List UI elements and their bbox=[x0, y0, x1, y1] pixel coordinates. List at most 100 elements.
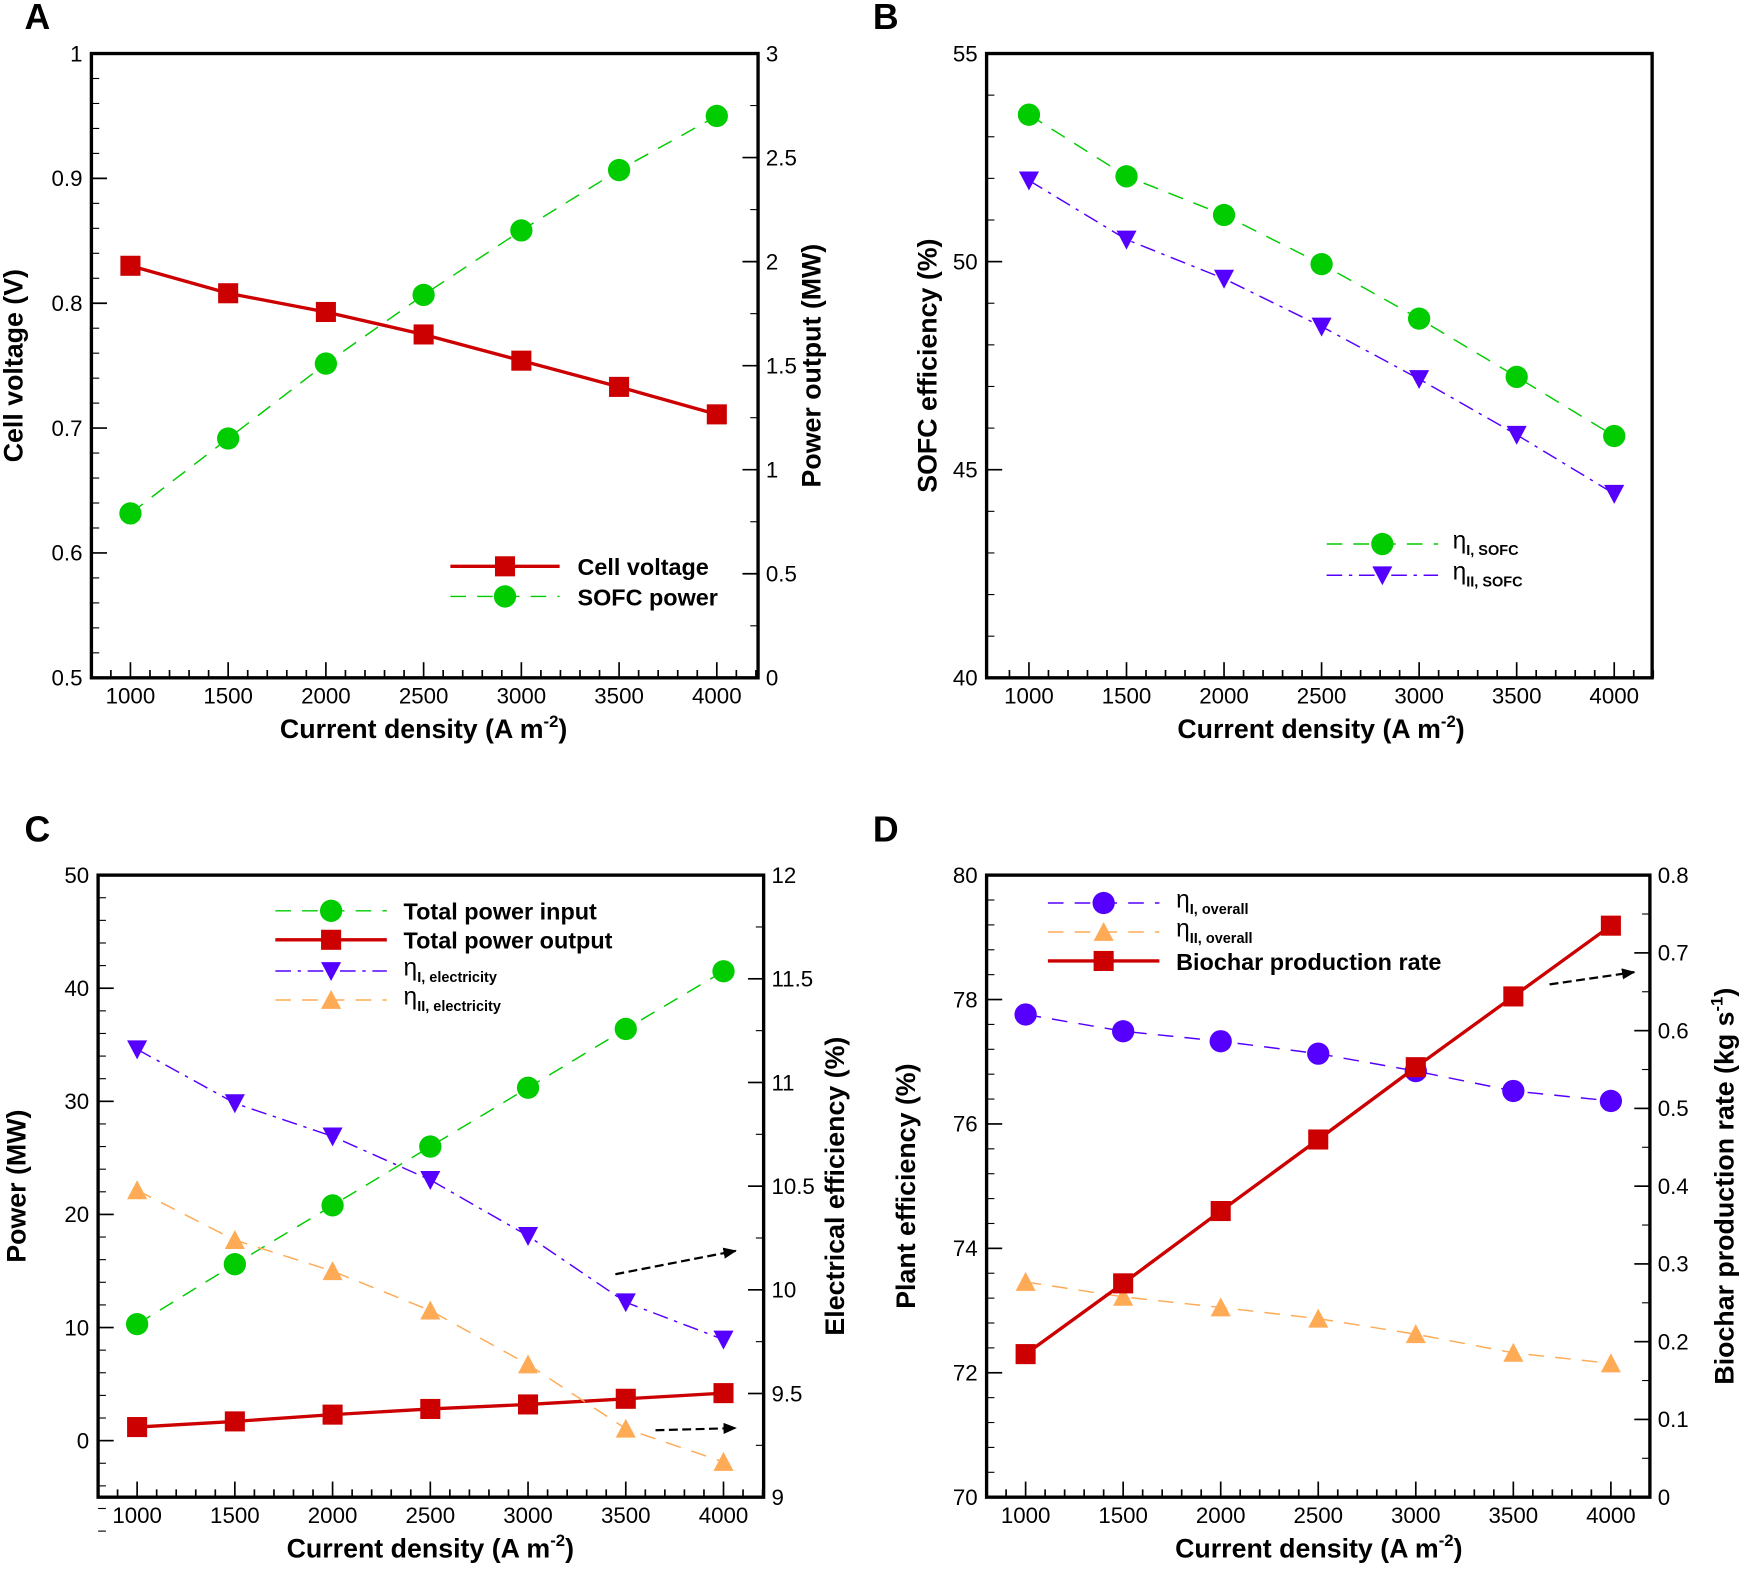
data-point bbox=[607, 158, 631, 182]
legend-label-sub: I, overall bbox=[1190, 902, 1249, 918]
y2-tick-label: 0.3 bbox=[1658, 1252, 1689, 1277]
data-point bbox=[1308, 1308, 1329, 1328]
legend-marker bbox=[319, 899, 343, 922]
x-axis-title-end: ) bbox=[1454, 1533, 1463, 1563]
annotation-arrow bbox=[1549, 968, 1636, 986]
data-point bbox=[1405, 1324, 1426, 1344]
y2-axis-title: Electrical efficiency (%) bbox=[820, 1037, 850, 1336]
x-axis-title-sup: -2 bbox=[1439, 1531, 1454, 1550]
x-tick-label: 2000 bbox=[1199, 683, 1249, 708]
y2-tick-label: 10.5 bbox=[771, 1174, 814, 1199]
y2-tick-label: 0 bbox=[1658, 1485, 1670, 1510]
panel-letter: D bbox=[873, 810, 899, 850]
data-point bbox=[712, 960, 735, 983]
data-point bbox=[322, 1127, 343, 1147]
panel-letter: A bbox=[25, 0, 51, 37]
data-point bbox=[322, 1404, 343, 1425]
y-tick-label: 76 bbox=[953, 1112, 978, 1137]
x-axis-title-sup: -2 bbox=[550, 1531, 565, 1550]
x-tick-label: 3500 bbox=[594, 683, 644, 708]
y2-tick-label: 10 bbox=[771, 1278, 796, 1303]
y2-tick-label: 1 bbox=[766, 458, 778, 483]
data-point bbox=[706, 404, 727, 425]
data-point bbox=[510, 219, 533, 242]
data-point bbox=[420, 1171, 441, 1190]
x-tick-label: 2500 bbox=[406, 1503, 456, 1528]
legend-marker bbox=[493, 585, 517, 608]
data-point bbox=[1212, 203, 1236, 227]
legend-marker bbox=[1372, 566, 1393, 586]
data-point bbox=[1502, 1079, 1525, 1103]
panel-letter: C bbox=[25, 810, 51, 850]
y-axis-title: Plant efficiency (%) bbox=[891, 1064, 921, 1309]
series-eta-ii-sofc bbox=[1018, 171, 1625, 504]
data-point bbox=[1409, 370, 1430, 390]
x-tick-label: 4000 bbox=[692, 683, 742, 708]
data-point bbox=[518, 1394, 539, 1415]
data-point bbox=[223, 1253, 246, 1276]
y2-tick-label: 0.5 bbox=[1658, 1096, 1689, 1121]
plot-frame bbox=[89, 51, 760, 680]
data-point bbox=[615, 1388, 636, 1409]
legend-label-eta: η bbox=[1176, 886, 1190, 913]
series-eta-ii-electricity bbox=[127, 1180, 734, 1471]
legend-entry: SOFC power bbox=[450, 584, 718, 610]
y2-tick-label: 0.5 bbox=[766, 562, 797, 587]
y-tick-label: 72 bbox=[953, 1361, 978, 1386]
x-axis-title: Current density (A m-2) bbox=[287, 1531, 574, 1563]
series-sofc-power bbox=[119, 104, 728, 525]
plot-frame bbox=[96, 873, 766, 1499]
data-point bbox=[1018, 171, 1039, 191]
x-tick-label: 2000 bbox=[308, 1503, 358, 1528]
y-tick-label: 1 bbox=[70, 41, 82, 66]
legend-label-sub: I, electricity bbox=[417, 970, 497, 986]
y-axis-title: Power (MW) bbox=[2, 1110, 32, 1263]
legend-entry: ηII, SOFC bbox=[1326, 559, 1523, 590]
data-point bbox=[1311, 317, 1332, 337]
x-axis-title-main: Current density (A m bbox=[1175, 1533, 1439, 1563]
legend-label: SOFC power bbox=[577, 584, 717, 610]
data-point bbox=[518, 1354, 539, 1374]
x-axis-title-sup: -2 bbox=[1441, 712, 1456, 731]
x-tick-label: 3000 bbox=[503, 1503, 553, 1528]
y-tick-label: 10 bbox=[64, 1315, 89, 1340]
y2-tick-label: 0.4 bbox=[1658, 1174, 1689, 1199]
legend-label-eta: η bbox=[1453, 559, 1467, 586]
x-axis-title-main: Current density (A m bbox=[280, 714, 544, 744]
legend-label-eta: η bbox=[404, 983, 418, 1010]
data-point bbox=[1214, 269, 1235, 289]
y-axis-title: SOFC efficiency (%) bbox=[912, 239, 942, 493]
legend-marker bbox=[1092, 891, 1115, 915]
data-point bbox=[419, 1135, 442, 1158]
data-point bbox=[224, 1094, 245, 1114]
y-tick-label: 78 bbox=[953, 987, 978, 1012]
x-tick-label: 3500 bbox=[1489, 1503, 1539, 1528]
y2-axis-title-sup: -1 bbox=[1707, 997, 1726, 1012]
data-point bbox=[420, 1300, 441, 1320]
y2-tick-label: 9 bbox=[771, 1485, 783, 1510]
x-tick-label: 3000 bbox=[497, 683, 547, 708]
y-tick-label: 70 bbox=[953, 1485, 978, 1510]
legend-label: Biochar production rate bbox=[1176, 949, 1441, 975]
y-tick-label: 0.8 bbox=[52, 291, 83, 316]
x-tick-label: 1500 bbox=[1098, 1503, 1148, 1528]
series-eta-i-overall bbox=[1014, 1003, 1623, 1113]
data-point bbox=[1014, 1003, 1037, 1026]
series-eta-ii-overall bbox=[1015, 1271, 1621, 1373]
data-point bbox=[119, 502, 142, 525]
series-eta-i-sofc bbox=[1017, 103, 1626, 448]
data-point bbox=[609, 376, 630, 397]
data-point bbox=[1603, 424, 1626, 448]
data-point bbox=[1308, 1129, 1329, 1150]
legend-entry: Biochar production rate bbox=[1047, 949, 1441, 975]
panel-B: B 1000 1500 2000 2500 3000 3500 4000 40 45 50 55 Cur… bbox=[873, 0, 1655, 744]
legend-entry: Total power output bbox=[275, 928, 613, 954]
data-point bbox=[322, 1261, 343, 1281]
legend-marker bbox=[1371, 532, 1394, 556]
data-point bbox=[615, 1293, 636, 1313]
data-point bbox=[1505, 365, 1528, 389]
data-point bbox=[1116, 230, 1137, 250]
y2-tick-label: 1.5 bbox=[766, 353, 797, 378]
y-tick-label: 50 bbox=[64, 863, 89, 888]
